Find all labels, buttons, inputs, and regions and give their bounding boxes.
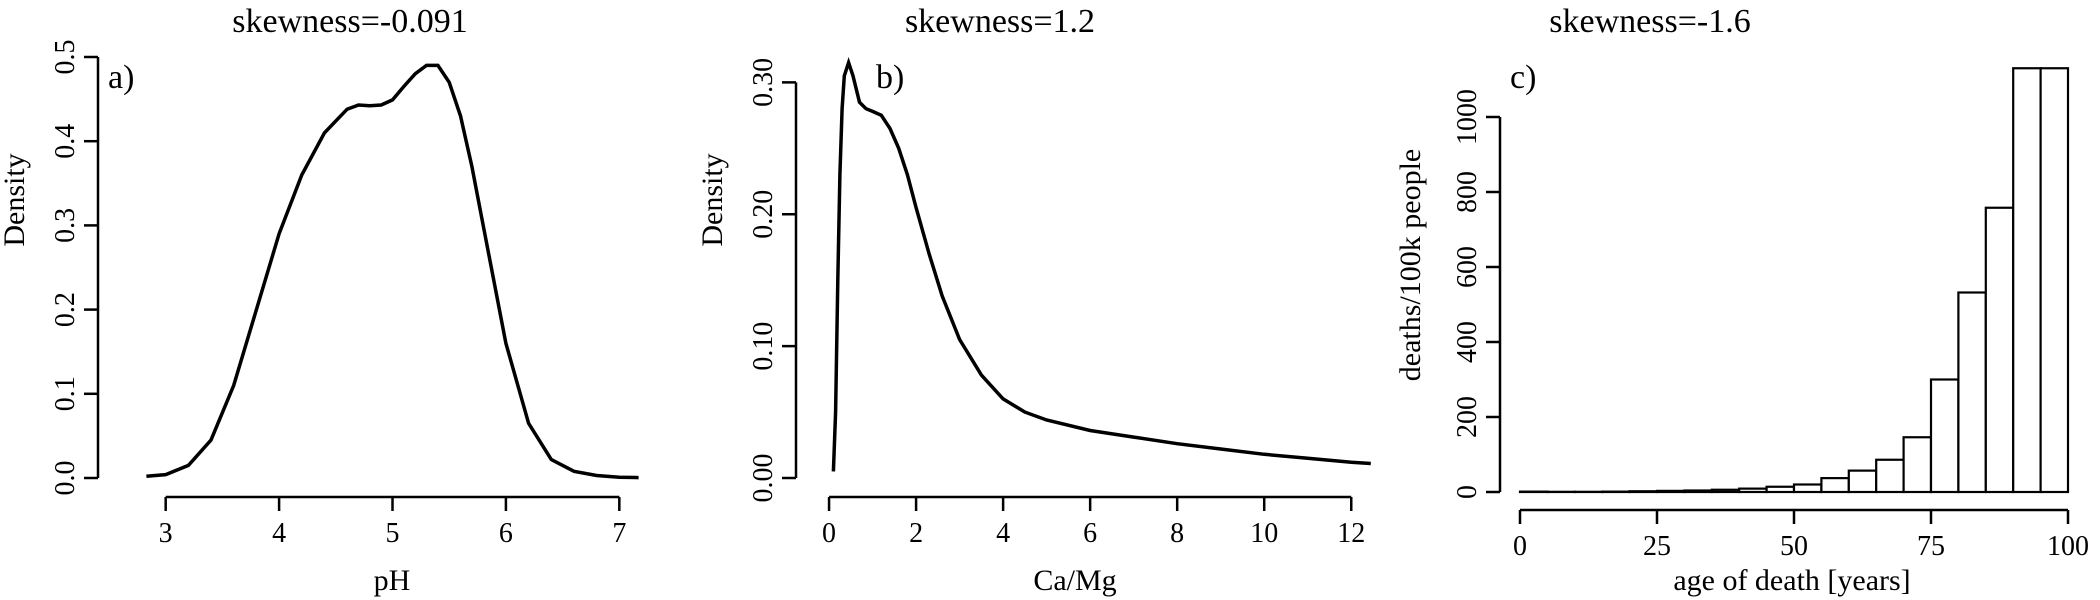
y-tick-label: 0.10 xyxy=(748,322,779,371)
panel-b-x-label: Ca/Mg xyxy=(1033,564,1116,597)
x-tick-label: 10 xyxy=(1250,518,1278,549)
panel-c-histogram-age: skewness=-1.6 c) 0 200 400 600 800 1000 0 25 50… xyxy=(1394,3,2089,597)
panel-c-x-label: age of death [years] xyxy=(1673,564,1910,597)
y-tick-label: 0.1 xyxy=(50,376,81,411)
histogram-bar xyxy=(1710,488,1741,494)
x-tick-label: 100 xyxy=(2047,531,2089,562)
x-tick-label: 3 xyxy=(159,518,173,549)
y-tick-label: 0.5 xyxy=(50,40,81,75)
y-tick-label: 0.4 xyxy=(50,124,81,159)
x-tick-label: 2 xyxy=(909,518,923,549)
x-tick-label: 5 xyxy=(386,518,400,549)
panel-c-x-axis: 0 25 50 75 100 xyxy=(1513,508,2089,562)
panel-c-label: c) xyxy=(1510,59,1536,96)
panel-a-y-axis: 0.0 0.1 0.2 0.3 0.4 0.5 xyxy=(50,40,100,496)
x-tick-label: 7 xyxy=(612,518,626,549)
panel-c-y-axis: 0 200 400 600 800 1000 xyxy=(1452,89,1502,499)
y-tick-label: 800 xyxy=(1452,171,1483,213)
histogram-bar xyxy=(1820,477,1850,494)
panel-a-title: skewness=-0.091 xyxy=(232,3,467,40)
histogram-bar xyxy=(1792,483,1823,494)
y-tick-label: 600 xyxy=(1452,246,1483,288)
histogram-bar xyxy=(1957,291,1987,494)
histogram-bar xyxy=(1655,489,1686,494)
histogram-bar xyxy=(2039,67,2070,494)
panel-b-density-camg: skewness=1.2 b) 0.00 0.10 0.20 0.30 0 2 4 6 8 10… xyxy=(696,3,1371,597)
panel-a-density-curve xyxy=(146,63,639,480)
panel-a-y-label: Density xyxy=(0,153,31,246)
panel-a-label: a) xyxy=(108,59,134,96)
panel-a-density-ph: skewness=-0.091 a) 0.0 0.1 0.2 0.3 0.4 0.5 3 4… xyxy=(0,3,639,597)
panel-a-x-label: pH xyxy=(374,564,411,597)
x-tick-label: 0 xyxy=(822,518,836,549)
panel-c-bars xyxy=(1518,67,2070,494)
histogram-bar xyxy=(1738,487,1768,494)
panel-b-title: skewness=1.2 xyxy=(905,3,1095,40)
x-tick-label: 50 xyxy=(1780,531,1808,562)
panel-c-title: skewness=-1.6 xyxy=(1549,3,1750,40)
x-tick-label: 6 xyxy=(499,518,513,549)
y-tick-label: 1000 xyxy=(1452,89,1483,145)
x-tick-label: 4 xyxy=(996,518,1010,549)
panel-b-x-axis: 0 2 4 6 8 10 12 xyxy=(822,495,1365,549)
histogram-bar xyxy=(1875,458,1905,494)
y-tick-label: 400 xyxy=(1452,321,1483,363)
histogram-bar xyxy=(2012,67,2042,494)
y-tick-label: 0.20 xyxy=(748,190,779,239)
x-tick-label: 8 xyxy=(1170,518,1184,549)
panel-c-y-label: deaths/100k people xyxy=(1394,149,1427,381)
y-tick-label: 0.2 xyxy=(50,292,81,327)
histogram-bar xyxy=(1628,490,1659,494)
x-tick-label: 4 xyxy=(272,518,286,549)
histogram-bar xyxy=(1984,206,2015,494)
panel-b-y-axis: 0.00 0.10 0.20 0.30 xyxy=(748,58,798,503)
y-tick-label: 200 xyxy=(1452,396,1483,438)
x-tick-label: 6 xyxy=(1083,518,1097,549)
x-tick-label: 25 xyxy=(1643,531,1671,562)
histogram-bar xyxy=(1902,436,1933,494)
x-tick-label: 75 xyxy=(1917,531,1945,562)
panel-b-label: b) xyxy=(876,59,904,96)
y-tick-label: 0.0 xyxy=(50,461,81,496)
panel-a-x-axis: 3 4 5 6 7 xyxy=(159,495,626,549)
panel-b-density-curve xyxy=(831,57,1371,472)
y-tick-label: 0 xyxy=(1452,485,1483,499)
y-tick-label: 0.30 xyxy=(748,58,779,107)
histogram-bar xyxy=(1847,469,1878,494)
histogram-bar xyxy=(1929,378,1960,494)
histogram-bar xyxy=(1683,489,1713,494)
y-tick-label: 0.3 xyxy=(50,208,81,243)
histogram-bar xyxy=(1765,485,1796,494)
x-tick-label: 0 xyxy=(1513,531,1527,562)
x-tick-label: 12 xyxy=(1337,518,1365,549)
panel-b-y-label: Density xyxy=(696,153,729,246)
y-tick-label: 0.00 xyxy=(748,454,779,503)
